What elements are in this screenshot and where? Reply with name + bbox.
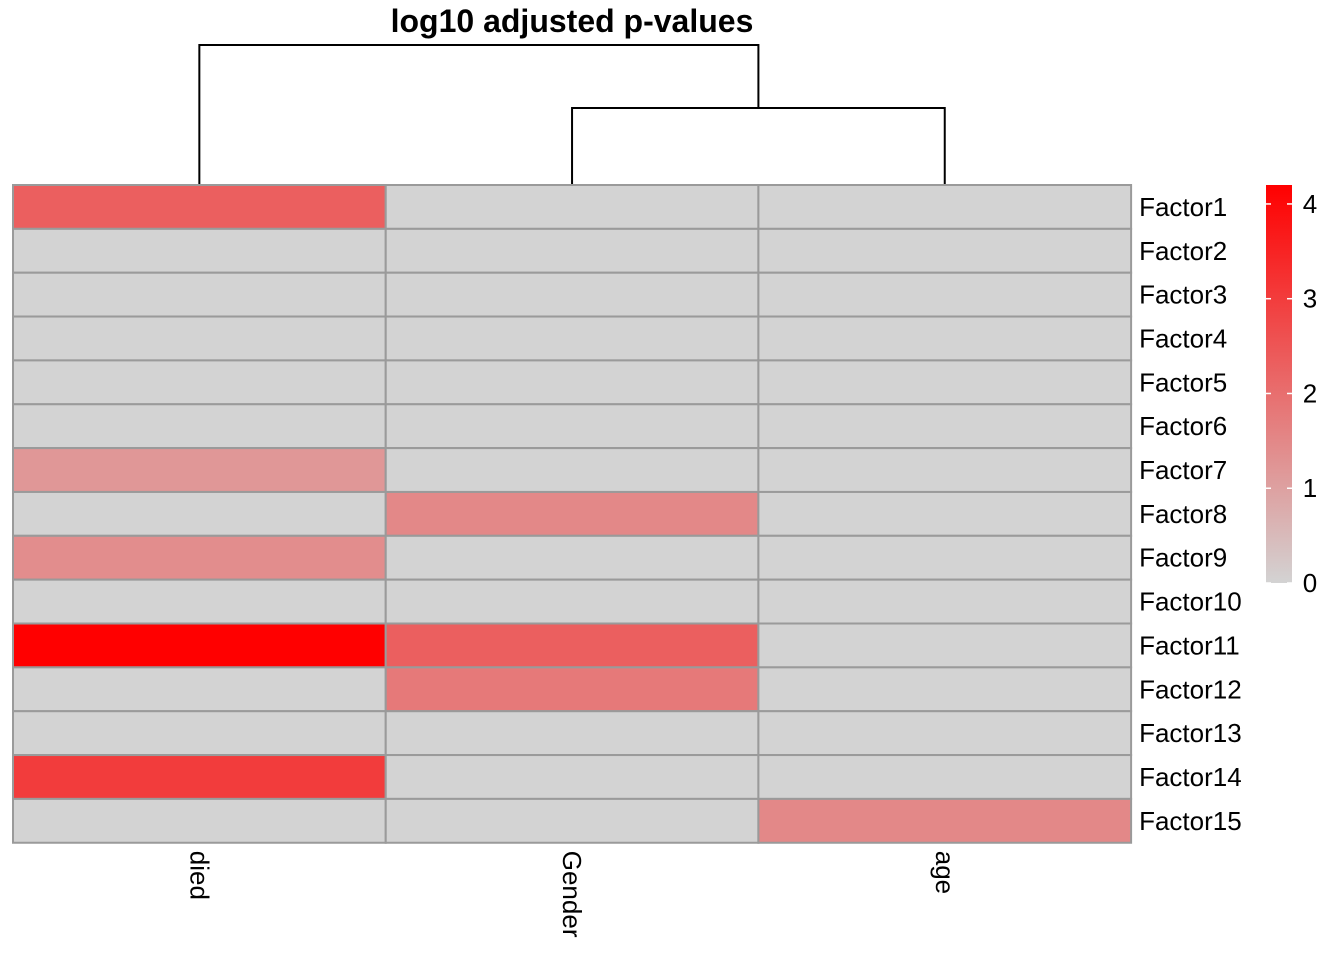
heatmap-cell-factor8-age bbox=[757, 490, 1133, 537]
heatmap-cell-factor7-age bbox=[757, 447, 1133, 493]
heatmap-cell-factor10-age bbox=[757, 578, 1133, 625]
heatmap-cell-factor13-age bbox=[757, 710, 1133, 757]
heatmap-cell-factor4-age bbox=[757, 315, 1133, 362]
row-label: Factor12 bbox=[1139, 674, 1242, 704]
heatmap-cell-factor9-age bbox=[757, 534, 1133, 581]
heatmap-cell-factor3-gender bbox=[384, 271, 760, 318]
legend-ticks: 0 1 2 3 4 bbox=[1266, 189, 1317, 598]
heatmap-cell-factor8-died bbox=[12, 490, 387, 537]
dendrogram-branch-gender-age bbox=[571, 107, 946, 185]
heatmap-cell-factor1-age bbox=[757, 184, 1133, 230]
row-label: Factor9 bbox=[1139, 543, 1227, 573]
legend-tick-label: 0 bbox=[1303, 568, 1317, 598]
heatmap-cell-factor2-gender bbox=[384, 227, 760, 274]
heatmap-cell-factor3-died bbox=[12, 271, 387, 318]
heatmap-cell-factor5-gender bbox=[384, 359, 760, 406]
heatmap-cell-factor8-gender bbox=[384, 490, 760, 537]
heatmap-cell-factor12-gender bbox=[384, 666, 760, 713]
row-label: Factor3 bbox=[1139, 280, 1227, 310]
heatmap-cell-factor15-died bbox=[12, 797, 387, 844]
row-label: Factor4 bbox=[1139, 323, 1227, 353]
column-labels: died Gender age bbox=[184, 851, 959, 938]
row-label: Factor5 bbox=[1139, 367, 1227, 397]
dendrogram-branch-root bbox=[198, 44, 760, 185]
heatmap-cell-factor12-died bbox=[12, 666, 387, 713]
column-label: died bbox=[184, 851, 214, 900]
heatmap-cell-factor4-gender bbox=[384, 315, 760, 362]
heatmap-cell-factor7-died bbox=[12, 447, 387, 493]
heatmap-cells bbox=[12, 184, 1133, 844]
legend-tick-label: 3 bbox=[1303, 284, 1317, 314]
heatmap-cell-factor12-age bbox=[757, 666, 1133, 713]
chart-title: log10 adjusted p-values bbox=[391, 3, 754, 39]
heatmap-cell-factor13-gender bbox=[384, 710, 760, 757]
row-label: Factor14 bbox=[1139, 762, 1242, 792]
heatmap-cell-factor4-died bbox=[12, 315, 387, 362]
heatmap-cell-factor11-gender bbox=[384, 622, 760, 669]
heatmap-cell-factor5-age bbox=[757, 359, 1133, 406]
row-label: Factor6 bbox=[1139, 411, 1227, 441]
heatmap-cell-factor14-died bbox=[12, 754, 387, 800]
row-label: Factor1 bbox=[1139, 192, 1227, 222]
heatmap-cell-factor13-died bbox=[12, 710, 387, 757]
legend-tick-label: 1 bbox=[1303, 473, 1317, 503]
heatmap-cell-factor3-age bbox=[757, 271, 1133, 318]
heatmap-cell-factor1-died bbox=[12, 184, 387, 230]
heatmap-cell-factor10-died bbox=[12, 578, 387, 625]
heatmap-cell-factor9-died bbox=[12, 534, 387, 581]
heatmap-cell-factor10-gender bbox=[384, 578, 760, 625]
column-label: age bbox=[930, 851, 960, 894]
heatmap-cell-factor2-age bbox=[757, 227, 1133, 274]
heatmap-cell-factor11-age bbox=[757, 622, 1133, 669]
row-label: Factor8 bbox=[1139, 499, 1227, 529]
row-label: Factor13 bbox=[1139, 718, 1242, 748]
heatmap-cell-factor9-gender bbox=[384, 534, 760, 581]
row-label: Factor2 bbox=[1139, 236, 1227, 266]
row-label: Factor15 bbox=[1139, 806, 1242, 836]
heatmap-cell-factor11-died bbox=[12, 622, 387, 669]
heatmap-cell-factor5-died bbox=[12, 359, 387, 406]
heatmap-cell-factor2-died bbox=[12, 227, 387, 274]
heatmap-cell-factor6-age bbox=[757, 403, 1133, 450]
legend-colorbar bbox=[1266, 185, 1292, 583]
heatmap-cell-factor14-gender bbox=[384, 754, 760, 800]
heatmap-cell-factor6-died bbox=[12, 403, 387, 450]
row-labels: Factor1 Factor2 Factor3 Factor4 Factor5 Facto… bbox=[1139, 192, 1242, 836]
heatmap-cell-factor15-gender bbox=[384, 797, 760, 844]
heatmap-cell-factor14-age bbox=[757, 754, 1133, 800]
legend-tick-label: 2 bbox=[1303, 378, 1317, 408]
color-legend: 0 1 2 3 4 bbox=[1266, 185, 1317, 598]
heatmap-cell-factor1-gender bbox=[384, 184, 760, 230]
heatmap-cell-factor6-gender bbox=[384, 403, 760, 450]
heatmap-cell-factor7-gender bbox=[384, 447, 760, 493]
column-dendrogram bbox=[198, 44, 946, 185]
row-label: Factor7 bbox=[1139, 455, 1227, 485]
heatmap-cell-factor15-age bbox=[757, 797, 1133, 844]
column-label: Gender bbox=[557, 851, 587, 938]
row-label: Factor11 bbox=[1139, 630, 1240, 660]
legend-tick-label: 4 bbox=[1303, 189, 1317, 219]
row-label: Factor10 bbox=[1139, 587, 1242, 617]
